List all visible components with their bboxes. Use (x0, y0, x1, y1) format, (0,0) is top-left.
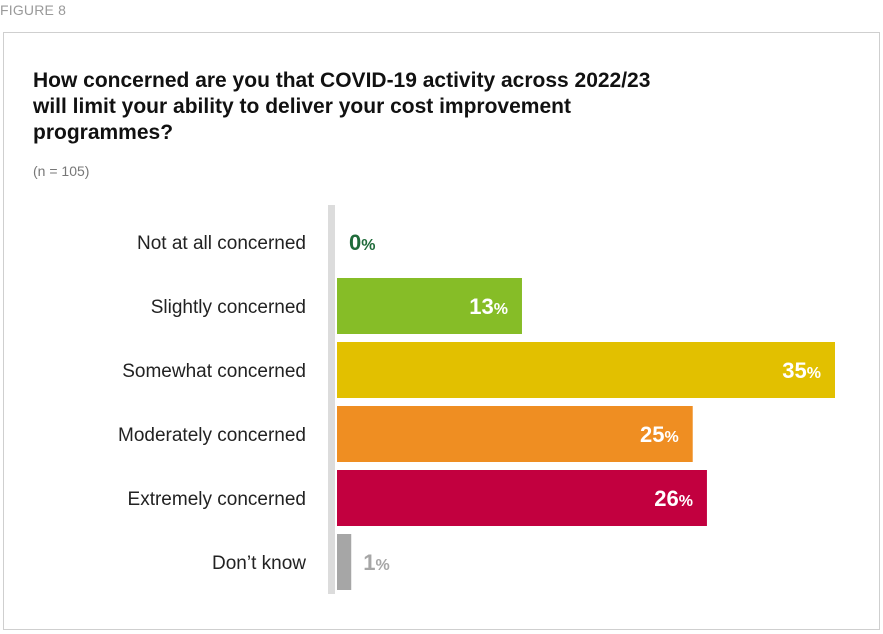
bar-moderately-concerned (337, 406, 693, 462)
category-label-somewhat-concerned: Somewhat concerned (122, 361, 306, 382)
value-label-somewhat-concerned: 35% (782, 358, 821, 383)
bar-slightly-concerned (337, 278, 522, 334)
value-label-moderately-concerned: 25% (640, 422, 679, 447)
chart-title: How concerned are you that COVID-19 acti… (33, 69, 651, 144)
sample-size-note: (n = 105) (33, 163, 90, 179)
bar-don-t-know (337, 534, 352, 590)
value-label-not-at-all-concerned: 0% (349, 230, 375, 255)
value-label-slightly-concerned: 13% (469, 294, 508, 319)
figure-label: FIGURE 8 (0, 2, 67, 18)
bars-group: Not at all concerned 0% Slightly concerned… (118, 230, 835, 590)
bar-somewhat-concerned (337, 342, 835, 398)
category-label-don-t-know: Don’t know (212, 553, 306, 574)
bar-extremely-concerned (337, 470, 707, 526)
category-label-moderately-concerned: Moderately concerned (118, 425, 306, 446)
value-label-extremely-concerned: 26% (654, 486, 693, 511)
value-label-don-t-know: 1% (363, 550, 389, 575)
axis-baseline (328, 205, 335, 594)
category-label-not-at-all-concerned: Not at all concerned (137, 233, 306, 254)
category-label-slightly-concerned: Slightly concerned (151, 297, 306, 318)
category-label-extremely-concerned: Extremely concerned (128, 489, 306, 510)
